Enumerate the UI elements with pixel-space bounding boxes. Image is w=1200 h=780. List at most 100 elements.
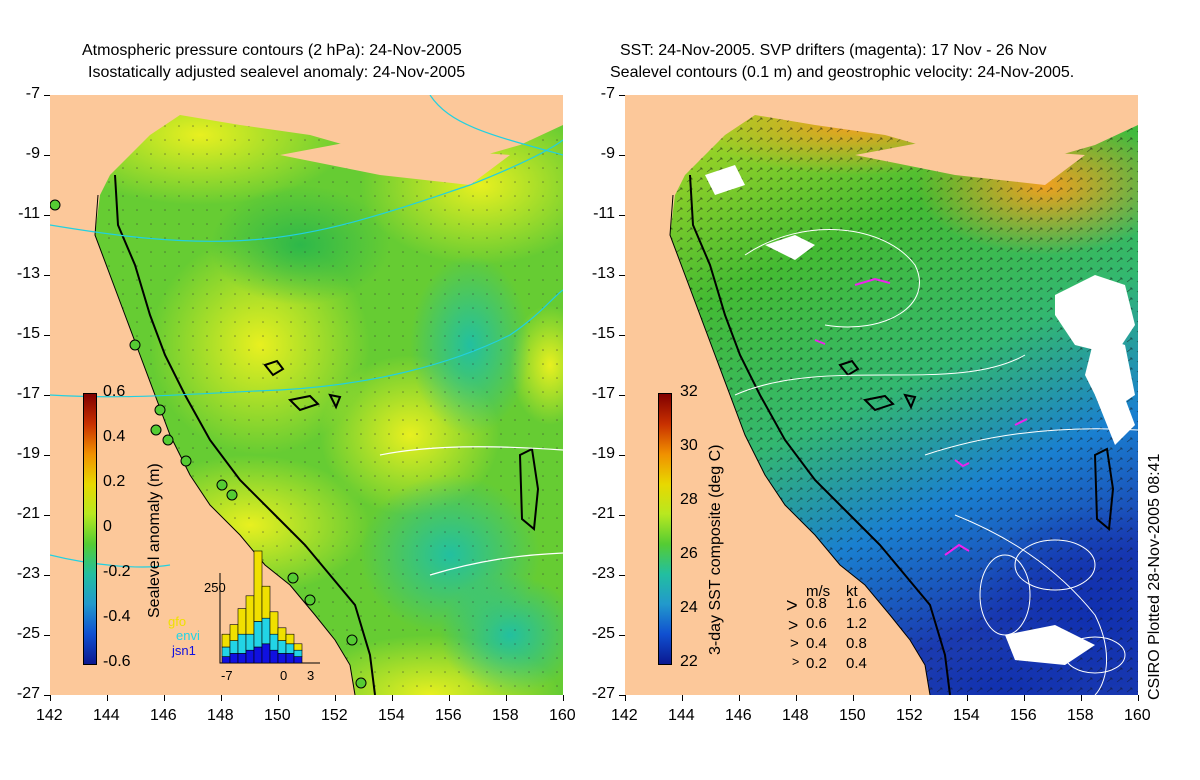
histogram-bar bbox=[237, 608, 247, 635]
right-lat-tick bbox=[619, 335, 625, 336]
left-lon-tick bbox=[392, 695, 393, 701]
left-lat-tick bbox=[44, 275, 50, 276]
right-title-line2: Sealevel contours (0.1 m) and geostrophi… bbox=[610, 64, 1075, 81]
sst-colorbar-tick: 30 bbox=[680, 437, 698, 454]
histogram-bar bbox=[261, 585, 271, 619]
left-lat-tick bbox=[44, 395, 50, 396]
sealevel-colorbar-tick: -0.4 bbox=[103, 608, 131, 625]
sealevel-colorbar-tick: 0.6 bbox=[103, 383, 126, 400]
sst-colorbar-tick: 32 bbox=[680, 383, 698, 400]
left-lat-tick-label: -17 bbox=[16, 385, 40, 402]
sealevel-anomaly-map bbox=[50, 95, 563, 695]
histogram-bar bbox=[261, 617, 271, 645]
left-lat-tick-label: -9 bbox=[25, 145, 40, 162]
sealevel-anomaly-canvas bbox=[50, 95, 563, 695]
left-lon-tick bbox=[278, 695, 279, 701]
velocity-arrow-icon: > bbox=[792, 655, 800, 669]
left-lon-tick-label: 142 bbox=[36, 707, 63, 724]
left-lat-tick bbox=[44, 155, 50, 156]
histogram-bar bbox=[285, 633, 295, 645]
left-lat-tick-label: -19 bbox=[16, 445, 40, 462]
right-lat-tick bbox=[619, 635, 625, 636]
right-lat-tick bbox=[619, 455, 625, 456]
right-lat-tick-label: -17 bbox=[591, 385, 615, 402]
right-lon-tick bbox=[967, 695, 968, 701]
right-lat-tick-label: -9 bbox=[600, 145, 615, 162]
velocity-legend-header-kt: kt bbox=[846, 583, 858, 600]
left-lat-tick-label: -27 bbox=[16, 685, 40, 702]
sst-colorbar-tick: 22 bbox=[680, 653, 698, 670]
right-lat-tick-label: -25 bbox=[591, 625, 615, 642]
histogram-bar bbox=[285, 643, 295, 654]
right-lat-tick bbox=[619, 275, 625, 276]
right-lat-tick bbox=[619, 95, 625, 96]
histogram-bar bbox=[269, 649, 279, 664]
histogram-bar bbox=[253, 550, 263, 622]
histogram-bar bbox=[245, 633, 255, 651]
histogram-bar bbox=[269, 611, 279, 635]
inset-series-jsn1: jsn1 bbox=[172, 643, 196, 658]
histogram-bar bbox=[229, 640, 239, 654]
left-lon-tick bbox=[50, 695, 51, 701]
left-lon-tick-label: 160 bbox=[549, 707, 576, 724]
left-lat-tick bbox=[44, 515, 50, 516]
sealevel-colorbar-tick: -0.6 bbox=[103, 653, 131, 670]
left-lon-tick-label: 144 bbox=[93, 707, 120, 724]
sst-canvas bbox=[625, 95, 1138, 695]
right-lat-tick bbox=[619, 575, 625, 576]
left-lat-tick bbox=[44, 455, 50, 456]
left-lon-tick-label: 158 bbox=[492, 707, 519, 724]
histogram-bar bbox=[253, 621, 263, 648]
right-lon-tick-label: 146 bbox=[725, 707, 752, 724]
left-lat-tick bbox=[44, 335, 50, 336]
right-title-line1: SST: 24-Nov-2005. SVP drifters (magenta)… bbox=[620, 42, 1047, 59]
velocity-legend-ms: 0.4 bbox=[806, 635, 827, 652]
histogram-bar bbox=[229, 653, 239, 664]
sealevel-colorbar-tick: -0.2 bbox=[103, 563, 131, 580]
histogram-bar bbox=[237, 633, 247, 654]
left-lat-tick-label: -13 bbox=[16, 265, 40, 282]
right-lon-tick bbox=[682, 695, 683, 701]
right-lon-tick-label: 142 bbox=[611, 707, 638, 724]
left-lon-tick-label: 156 bbox=[435, 707, 462, 724]
right-lon-tick bbox=[1024, 695, 1025, 701]
inset-x-tick-1: -7 bbox=[221, 668, 233, 683]
velocity-legend-header-ms: m/s bbox=[806, 583, 831, 600]
right-lat-tick-label: -13 bbox=[591, 265, 615, 282]
plot-credit: CSIRO Plotted 28-Nov-2005 08:41 bbox=[1146, 453, 1163, 700]
left-lat-tick-label: -23 bbox=[16, 565, 40, 582]
velocity-legend-kt: 1.6 bbox=[846, 595, 867, 612]
right-lon-tick bbox=[853, 695, 854, 701]
right-lat-tick-label: -27 bbox=[591, 685, 615, 702]
histogram-bar bbox=[245, 595, 255, 635]
left-lon-tick-label: 148 bbox=[207, 707, 234, 724]
histogram-bar bbox=[245, 649, 255, 664]
histogram-bar bbox=[285, 653, 295, 664]
right-lon-tick bbox=[625, 695, 626, 701]
histogram-bar bbox=[277, 627, 287, 641]
histogram-bar bbox=[277, 640, 287, 654]
right-lon-tick bbox=[1081, 695, 1082, 701]
right-lon-tick-label: 156 bbox=[1010, 707, 1037, 724]
left-title-line2: Isostatically adjusted sealevel anomaly:… bbox=[88, 64, 466, 81]
right-lon-tick bbox=[910, 695, 911, 701]
histogram-bar bbox=[253, 646, 263, 664]
sst-colorbar bbox=[658, 393, 672, 665]
sealevel-colorbar-label: Sealevel anomaly (m) bbox=[146, 463, 163, 618]
velocity-legend-kt: 0.4 bbox=[846, 655, 867, 672]
velocity-arrow-icon: > bbox=[788, 615, 799, 635]
right-lat-tick-label: -23 bbox=[591, 565, 615, 582]
histogram-bar bbox=[237, 653, 247, 664]
left-lat-tick-label: -11 bbox=[18, 205, 40, 222]
right-lat-tick bbox=[619, 215, 625, 216]
left-lon-tick bbox=[506, 695, 507, 701]
right-lon-tick-label: 148 bbox=[782, 707, 809, 724]
histogram-bar bbox=[293, 649, 303, 657]
histogram-bar bbox=[221, 656, 231, 664]
velocity-legend-kt: 0.8 bbox=[846, 635, 867, 652]
sst-colorbar-tick: 28 bbox=[680, 491, 698, 508]
right-lat-tick bbox=[619, 515, 625, 516]
left-lat-tick-label: -21 bbox=[16, 505, 40, 522]
right-lon-tick-label: 158 bbox=[1067, 707, 1094, 724]
left-title-line1: Atmospheric pressure contours (2 hPa): 2… bbox=[82, 42, 462, 59]
